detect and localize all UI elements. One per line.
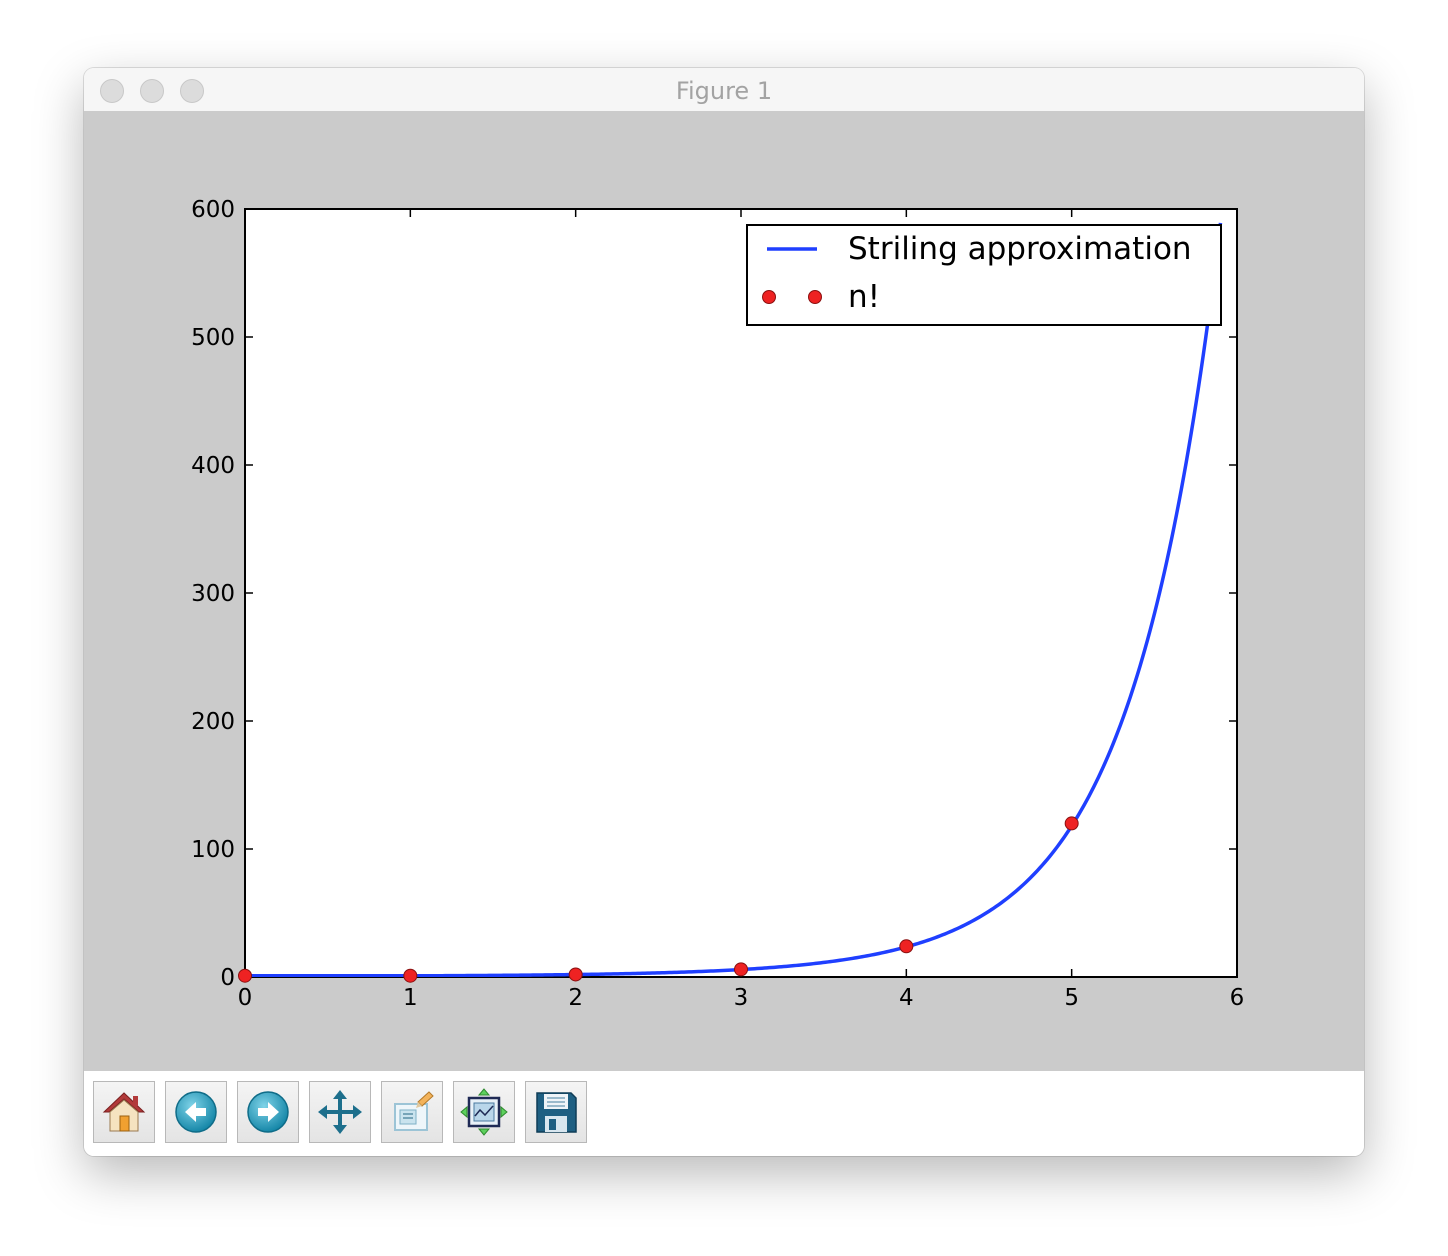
pan-button[interactable] (309, 1081, 371, 1143)
x-tick-label: 3 (734, 985, 749, 1011)
window-title: Figure 1 (675, 77, 773, 105)
stirling-chart[interactable]: 0 1 2 3 4 5 6 0 100 200 300 400 500 600 Striling appr… (84, 111, 1364, 1071)
subplots-button[interactable] (453, 1081, 515, 1143)
scatter-point-n-factorial (734, 962, 748, 977)
floppy-disk-icon (536, 1092, 577, 1133)
x-tick-label: 4 (899, 985, 914, 1011)
home-button[interactable] (93, 1081, 155, 1143)
move-arrows-icon (318, 1090, 362, 1134)
y-tick-label: 0 (220, 965, 235, 991)
scatter-point-n-factorial (899, 939, 914, 954)
x-tick-label: 2 (568, 985, 583, 1011)
figure-window: Figure 1 0 1 2 3 4 5 6 0 100 200 300 400 500 600 Stri… (84, 68, 1364, 1156)
axis-tick-labels: 0 1 2 3 4 5 6 0 100 200 300 400 500 600 (191, 197, 1244, 1011)
scatter-point-n-factorial (568, 967, 583, 982)
back-button[interactable] (165, 1081, 227, 1143)
legend-box (746, 224, 1222, 326)
legend-label-stirling: Striling approximation (848, 231, 1192, 267)
legend: Striling approximation n! (746, 224, 1222, 326)
legend-label-n-factorial: n! (848, 279, 880, 315)
y-tick-label: 100 (191, 837, 235, 863)
x-tick-label: 1 (403, 985, 418, 1011)
figure-canvas[interactable]: 0 1 2 3 4 5 6 0 100 200 300 400 500 600 Striling appr… (84, 111, 1364, 1071)
plot-layer (238, 222, 1223, 983)
navigation-toolbar (84, 1071, 1364, 1156)
zoom-window-button[interactable] (180, 79, 204, 103)
arrow-right-icon (247, 1091, 289, 1133)
plot-area (244, 208, 1238, 978)
arrow-left-icon (175, 1091, 217, 1133)
scatter-point-n-factorial (238, 968, 252, 983)
scatter-point-n-factorial (1064, 816, 1079, 831)
x-tick-label: 5 (1064, 985, 1079, 1011)
y-tick-label: 300 (191, 581, 235, 607)
home-icon (102, 1092, 146, 1132)
y-tick-label: 500 (191, 325, 235, 351)
subplots-icon (460, 1088, 508, 1136)
save-button[interactable] (525, 1081, 587, 1143)
minimize-window-button[interactable] (140, 79, 164, 103)
zoom-button[interactable] (381, 1081, 443, 1143)
y-tick-label: 600 (191, 197, 235, 223)
legend-dot-marker (808, 290, 822, 304)
close-window-button[interactable] (100, 79, 124, 103)
x-tick-label: 0 (238, 985, 253, 1011)
forward-button[interactable] (237, 1081, 299, 1143)
scatter-point-n-factorial (403, 968, 418, 983)
title-bar: Figure 1 (84, 68, 1364, 112)
legend-dot-marker (762, 290, 776, 304)
x-tick-label: 6 (1230, 985, 1245, 1011)
zoom-rect-icon (394, 1091, 434, 1131)
y-tick-label: 200 (191, 709, 235, 735)
y-tick-label: 400 (191, 453, 235, 479)
